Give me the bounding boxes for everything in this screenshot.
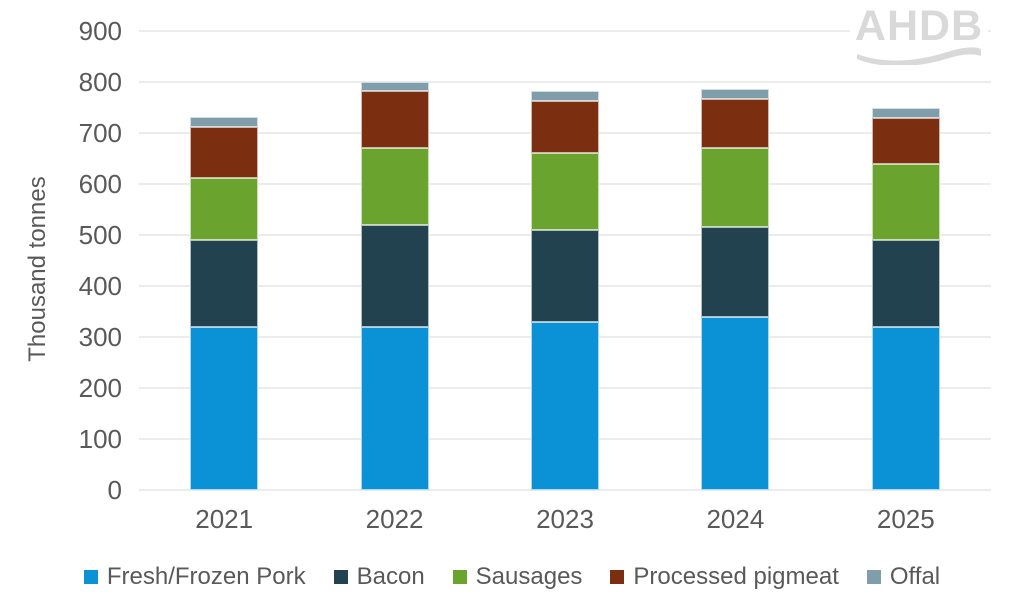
- legend: Fresh/Frozen Pork Bacon Sausages Processed …: [0, 560, 1024, 594]
- bar-segment-fresh-frozen-pork: [531, 321, 599, 490]
- legend-item-sausages: Sausages: [452, 563, 583, 591]
- legend-item-bacon: Bacon: [333, 563, 425, 591]
- bar-segment-fresh-frozen-pork: [871, 326, 940, 490]
- bar-segment-offal: [701, 89, 770, 100]
- legend-swatch-icon: [452, 570, 467, 584]
- ahdb-logo-swoosh-icon: [857, 47, 981, 65]
- legend-label: Bacon: [356, 563, 425, 590]
- bar-segment-processed-pigmeat: [360, 91, 429, 149]
- legend-label: Sausages: [475, 563, 583, 590]
- bar-segment-offal: [531, 91, 599, 101]
- bar-2024: [701, 89, 770, 490]
- gridline: [139, 81, 991, 83]
- bar-segment-offal: [360, 82, 429, 92]
- bar-segment-processed-pigmeat: [871, 117, 940, 164]
- gridline: [139, 30, 991, 32]
- legend-item-processed-pigmeat: Processed pigmeat: [610, 563, 839, 591]
- y-axis-title: Thousand tonnes: [24, 176, 51, 362]
- plot-area: [139, 30, 991, 491]
- y-tick-label: 900: [78, 16, 122, 46]
- bar-segment-processed-pigmeat: [701, 99, 770, 149]
- bar-segment-sausages: [360, 148, 429, 225]
- bar-segment-fresh-frozen-pork: [360, 326, 429, 490]
- bar-segment-bacon: [360, 224, 429, 327]
- bar-segment-fresh-frozen-pork: [701, 316, 770, 490]
- legend-label: Fresh/Frozen Pork: [106, 563, 306, 590]
- legend-item-fresh-frozen-pork: Fresh/Frozen Pork: [83, 563, 306, 591]
- bar-segment-sausages: [701, 148, 770, 228]
- legend-label: Offal: [889, 563, 941, 590]
- bar-segment-bacon: [871, 240, 940, 327]
- bar-segment-bacon: [701, 227, 770, 317]
- x-tick-label: 2024: [706, 504, 765, 534]
- y-tick-label: 800: [78, 67, 122, 97]
- legend-swatch-icon: [333, 570, 348, 584]
- y-tick-label: 200: [78, 373, 122, 403]
- ahdb-logo: AHDB: [850, 5, 988, 67]
- legend-swatch-icon: [610, 570, 625, 584]
- x-tick-label: 2025: [876, 504, 935, 534]
- x-tick-label: 2021: [195, 504, 254, 534]
- bar-segment-sausages: [871, 163, 940, 241]
- bar-2023: [531, 91, 599, 490]
- gridline: [139, 489, 991, 491]
- bar-2022: [360, 82, 429, 490]
- bar-segment-processed-pigmeat: [190, 126, 259, 178]
- bar-segment-offal: [190, 116, 259, 127]
- x-tick-label: 2022: [365, 504, 424, 534]
- bar-segment-sausages: [531, 153, 599, 230]
- y-tick-label: 0: [107, 475, 122, 505]
- legend-label: Processed pigmeat: [633, 563, 839, 590]
- bar-segment-bacon: [531, 229, 599, 322]
- legend-item-offal: Offal: [866, 563, 941, 591]
- legend-swatch-icon: [866, 570, 881, 584]
- bar-segment-sausages: [190, 177, 259, 241]
- y-tick-label: 100: [78, 424, 122, 454]
- bar-2025: [871, 107, 940, 490]
- legend-swatch-icon: [83, 570, 98, 584]
- bar-segment-processed-pigmeat: [531, 100, 599, 154]
- ahdb-logo-text: AHDB: [854, 2, 984, 50]
- bar-segment-fresh-frozen-pork: [190, 326, 259, 490]
- bar-segment-bacon: [190, 240, 259, 327]
- bar-2021: [190, 116, 259, 490]
- x-tick-label: 2023: [536, 504, 594, 534]
- y-tick-label: 700: [78, 118, 122, 148]
- bar-segment-offal: [871, 107, 940, 118]
